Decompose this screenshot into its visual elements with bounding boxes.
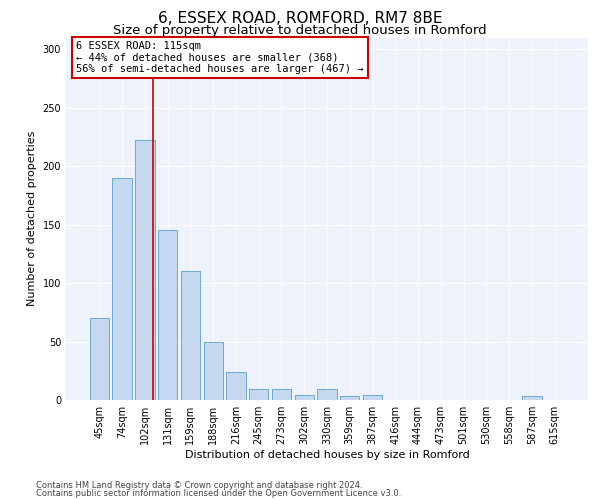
Bar <box>522 396 542 400</box>
Bar <box>112 178 132 400</box>
Text: Contains public sector information licensed under the Open Government Licence v3: Contains public sector information licen… <box>36 488 401 498</box>
Bar <box>158 230 178 400</box>
Y-axis label: Number of detached properties: Number of detached properties <box>27 131 37 306</box>
Bar <box>135 140 155 400</box>
Text: 6, ESSEX ROAD, ROMFORD, RM7 8BE: 6, ESSEX ROAD, ROMFORD, RM7 8BE <box>158 11 442 26</box>
X-axis label: Distribution of detached houses by size in Romford: Distribution of detached houses by size … <box>185 450 469 460</box>
Bar <box>249 390 268 400</box>
Bar <box>340 396 359 400</box>
Bar <box>90 318 109 400</box>
Text: 6 ESSEX ROAD: 115sqm
← 44% of detached houses are smaller (368)
56% of semi-deta: 6 ESSEX ROAD: 115sqm ← 44% of detached h… <box>76 41 364 74</box>
Bar <box>226 372 245 400</box>
Bar <box>317 390 337 400</box>
Bar <box>181 272 200 400</box>
Bar <box>203 342 223 400</box>
Text: Size of property relative to detached houses in Romford: Size of property relative to detached ho… <box>113 24 487 37</box>
Bar <box>272 390 291 400</box>
Bar <box>363 396 382 400</box>
Bar <box>295 396 314 400</box>
Text: Contains HM Land Registry data © Crown copyright and database right 2024.: Contains HM Land Registry data © Crown c… <box>36 481 362 490</box>
